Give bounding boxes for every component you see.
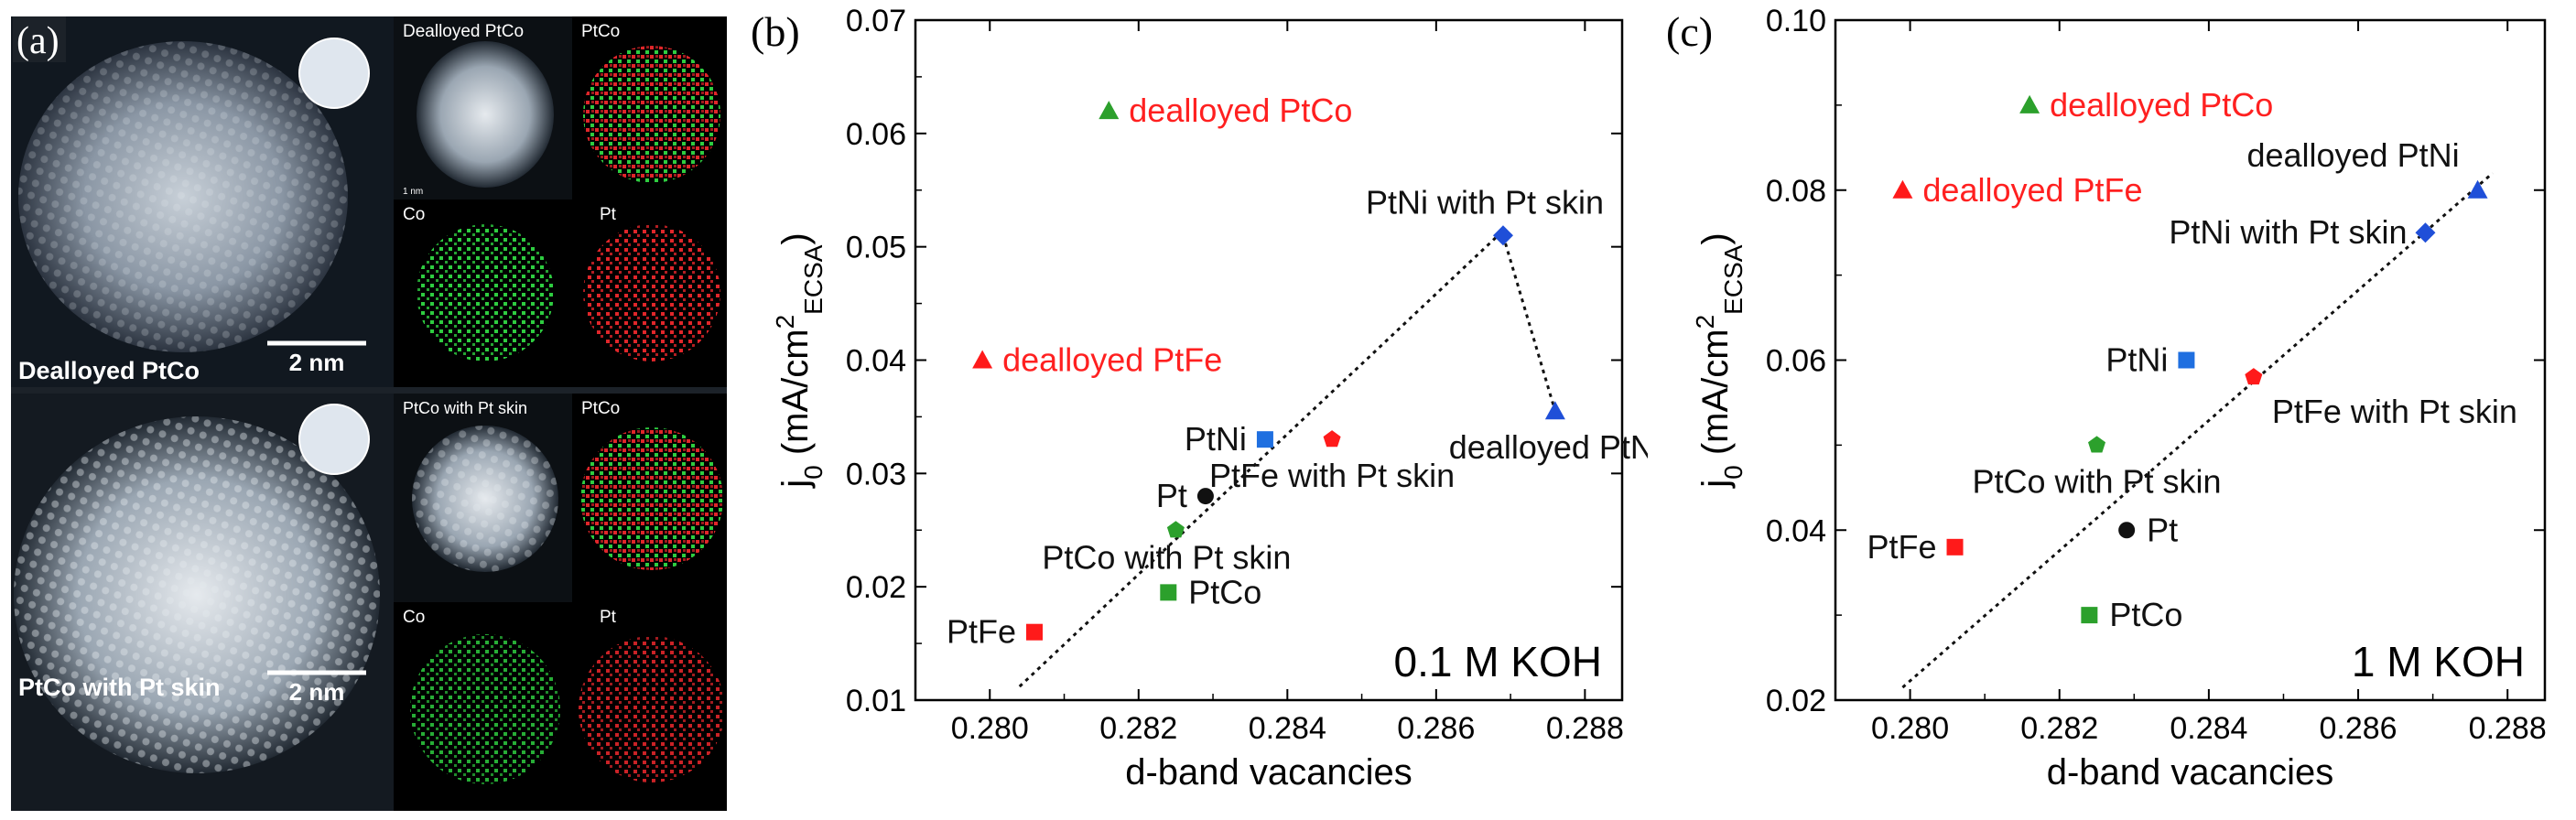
map-co-bottom-label: Co (403, 608, 425, 627)
panel-label: (b) (751, 8, 800, 55)
x-tick-label: 0.282 (1099, 711, 1177, 746)
point-pt-marker (2118, 522, 2136, 539)
point-dealloyed-ptni-label: dealloyed PtNi (2246, 136, 2459, 174)
point-ptco-with-pt-skin-marker (2088, 436, 2106, 453)
point-ptco-label: PtCo (2109, 596, 2182, 633)
point-ptni-marker (1256, 431, 1273, 448)
y-tick-label: 0.05 (846, 231, 906, 265)
map-co-top-label: Co (403, 205, 425, 224)
point-ptfe-with-pt-skin-label: PtFe with Pt skin (2272, 393, 2517, 430)
point-ptfe-with-pt-skin-marker (1323, 430, 1341, 448)
panel-a-label: (a) (16, 20, 60, 62)
y-tick-label: 0.04 (846, 344, 906, 379)
y-tick-label: 0.07 (846, 4, 906, 38)
point-ptco-marker (1160, 584, 1177, 601)
small-haadf-bottom-label: PtCo with Pt skin (403, 399, 527, 417)
x-tick-label: 0.284 (2170, 711, 2247, 746)
point-ptfe-marker (1026, 623, 1044, 641)
y-tick-label: 0.02 (846, 570, 906, 605)
fit-line (1018, 236, 1497, 688)
map-ptco-bottom-label: PtCo (581, 399, 620, 418)
point-ptni-with-pt-skin-marker (2415, 222, 2436, 243)
point-ptfe-label: PtFe (947, 613, 1016, 651)
point-ptni-with-pt-skin-label: PtNi with Pt skin (2169, 213, 2407, 251)
chart-c: 0.280 0.282 0.284 0.286 0.288 0.02 0.04 0.06 0.0… (1666, 4, 2547, 793)
y-tick-label: 0.06 (846, 117, 906, 152)
particle-model-icon-top (298, 38, 370, 109)
x-tick-label: 0.280 (1871, 711, 1949, 746)
y-tick-label: 0.04 (1766, 513, 1826, 548)
point-ptni-with-pt-skin-label: PtNi with Pt skin (1366, 183, 1604, 221)
map-ptco-top-label: PtCo (581, 22, 620, 41)
point-ptfe-with-pt-skin-label: PtFe with Pt skin (1209, 457, 1455, 494)
chart-b: 0.280 0.282 0.284 0.286 0.288 0.01 0.02 0.03 0.0… (751, 4, 1648, 793)
y-tick-label: 0.10 (1766, 4, 1826, 38)
point-ptco-with-pt-skin-label: PtCo with Pt skin (1972, 462, 2221, 500)
fit-line (1901, 172, 2494, 689)
y-axis-label: j0 (mA/cm2ECSA) (771, 232, 828, 489)
panel-a-microscopy: 2 nm Dealloyed PtCo 2 nm PtCo with Pt sk… (11, 16, 727, 811)
point-ptfe-label: PtFe (1867, 528, 1936, 566)
x-axis-label: d-band vacancies (2047, 752, 2334, 793)
image-title-bottom: PtCo with Pt skin (18, 674, 221, 701)
point-dealloyed-ptco-label: dealloyed PtCo (2050, 86, 2273, 124)
y-tick-label: 0.01 (846, 684, 906, 718)
point-dealloyed-ptni-label: dealloyed PtNi (1449, 428, 1648, 466)
point-dealloyed-ptni-marker (2467, 179, 2488, 199)
point-ptni-marker (2178, 351, 2195, 369)
y-tick-label: 0.08 (1766, 174, 1826, 209)
fit-line (1501, 234, 1557, 412)
point-ptco-with-pt-skin-marker (1166, 521, 1185, 538)
point-ptfe-marker (1946, 538, 1964, 556)
image-title-top: Dealloyed PtCo (18, 357, 200, 384)
point-pt-label: Pt (2147, 511, 2178, 548)
scale-label-top: 2 nm (289, 349, 345, 376)
point-dealloyed-ptfe-label: dealloyed PtFe (1002, 341, 1222, 379)
small-scale-top-haadf: 1 nm (403, 187, 423, 197)
point-pt-label: Pt (1156, 477, 1187, 514)
map-pt-top-label: Pt (600, 205, 617, 224)
point-ptni-label: PtNi (1185, 420, 1247, 458)
scale-label-bottom: 2 nm (289, 678, 345, 706)
y-tick-label: 0.02 (1766, 684, 1826, 718)
y-axis-label: j0 (mA/cm2ECSA) (1691, 232, 1748, 489)
y-tick-label: 0.03 (846, 457, 906, 491)
point-dealloyed-ptco-marker (1099, 101, 1120, 120)
x-tick-label: 0.280 (951, 711, 1029, 746)
point-ptni-label: PtNi (2105, 341, 2168, 379)
x-tick-label: 0.288 (2469, 711, 2547, 746)
x-tick-label: 0.284 (1249, 711, 1326, 746)
point-ptfe-with-pt-skin-marker (2245, 368, 2263, 385)
electrolyte-annotation: 0.1 M KOH (1393, 638, 1602, 685)
electrolyte-annotation: 1 M KOH (2352, 638, 2525, 685)
particle-model-icon-bottom (298, 404, 370, 475)
panel-label: (c) (1666, 8, 1713, 55)
map-pt-bottom-label: Pt (600, 608, 617, 627)
point-dealloyed-ptni-marker (1544, 401, 1565, 420)
x-tick-label: 0.286 (1397, 711, 1475, 746)
point-dealloyed-ptfe-label: dealloyed PtFe (1922, 171, 2142, 209)
x-axis-label: d-band vacancies (1125, 752, 1412, 793)
point-dealloyed-ptco-label: dealloyed PtCo (1129, 92, 1352, 129)
point-ptco-with-pt-skin-label: PtCo with Pt skin (1042, 538, 1291, 576)
point-ptco-label: PtCo (1188, 573, 1261, 610)
small-haadf-top-label: Dealloyed PtCo (403, 22, 524, 41)
x-tick-label: 0.286 (2320, 711, 2397, 746)
point-dealloyed-ptfe-marker (972, 350, 993, 369)
point-ptni-with-pt-skin-marker (1492, 225, 1513, 246)
y-tick-label: 0.06 (1766, 344, 1826, 379)
point-ptco-marker (2081, 607, 2098, 624)
point-dealloyed-ptco-marker (2019, 94, 2040, 113)
x-tick-label: 0.282 (2020, 711, 2098, 746)
x-tick-label: 0.288 (1546, 711, 1624, 746)
point-pt-marker (1196, 488, 1214, 505)
point-dealloyed-ptfe-marker (1892, 179, 1913, 199)
